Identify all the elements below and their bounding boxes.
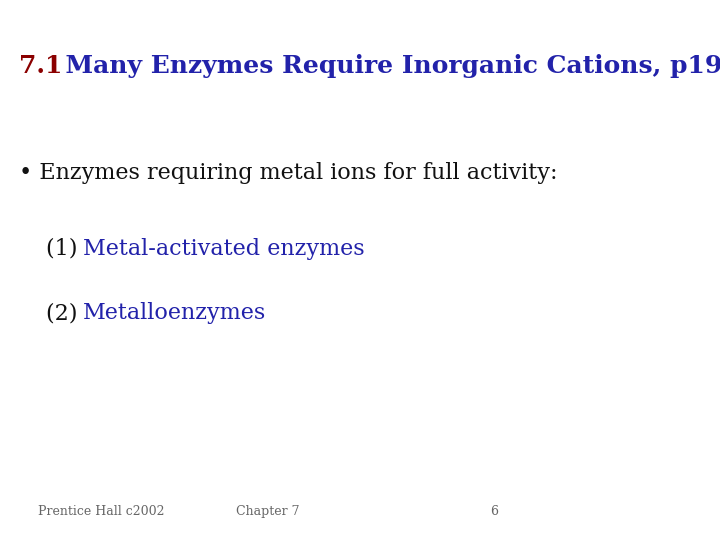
Text: Chapter 7: Chapter 7 [236,505,300,518]
Text: 7.1: 7.1 [19,54,62,78]
Text: Prentice Hall c2002: Prentice Hall c2002 [37,505,164,518]
Text: (2): (2) [45,302,91,325]
Text: 6: 6 [490,505,498,518]
Text: Metal-activated enzymes: Metal-activated enzymes [83,238,365,260]
Text: Metalloenzymes: Metalloenzymes [83,302,266,325]
Text: Many Enzymes Require Inorganic Cations, p193: Many Enzymes Require Inorganic Cations, … [48,54,720,78]
Text: (1): (1) [45,238,91,260]
Text: • Enzymes requiring metal ions for full activity:: • Enzymes requiring metal ions for full … [19,162,557,184]
